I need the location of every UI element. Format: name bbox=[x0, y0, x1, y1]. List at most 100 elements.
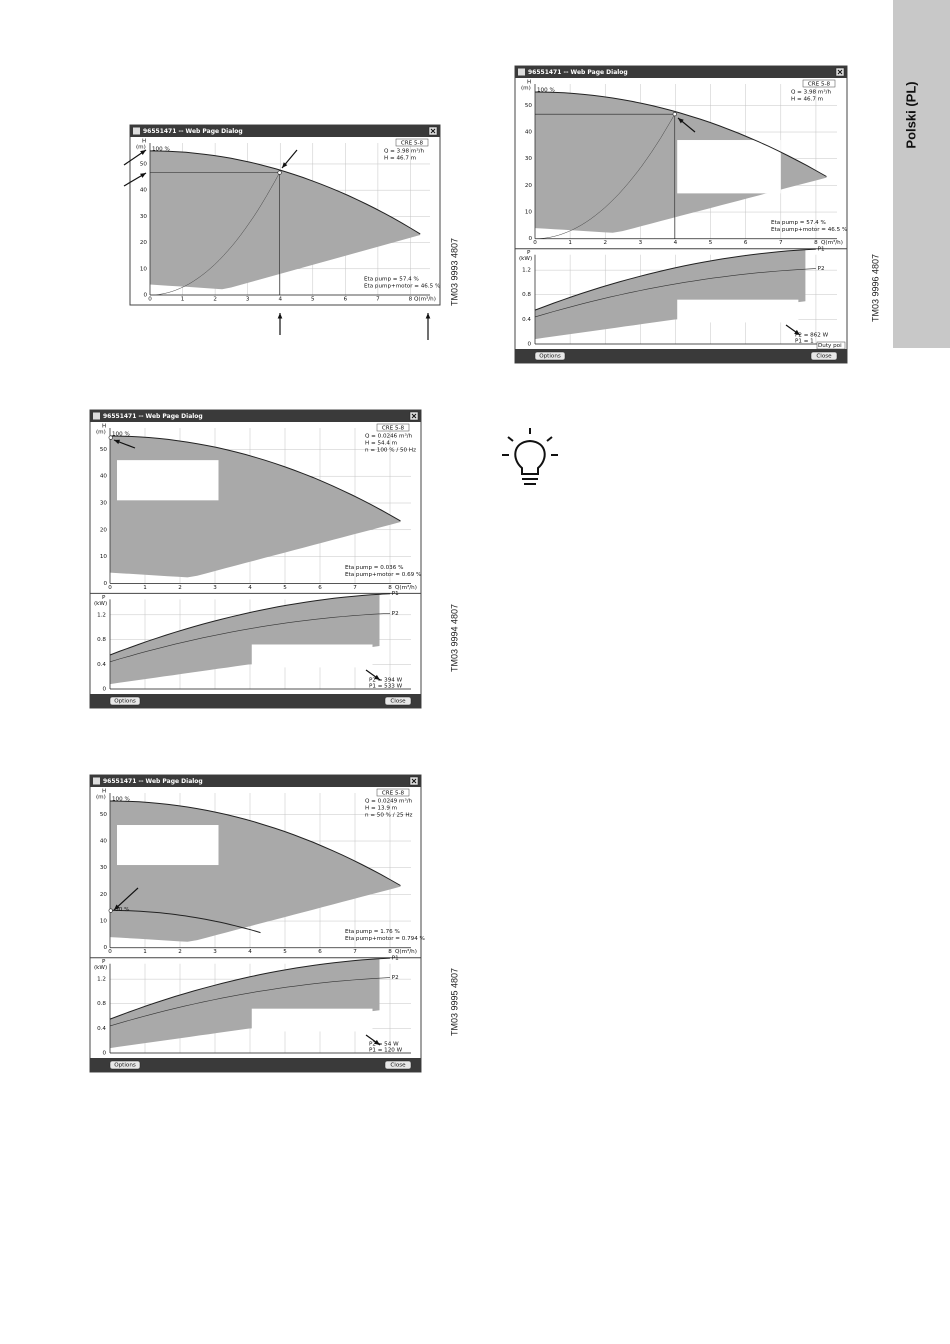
system-curve bbox=[534, 113, 676, 239]
series-label: P2 bbox=[818, 266, 825, 272]
max-curve bbox=[109, 435, 401, 522]
dialog-button[interactable] bbox=[384, 1060, 412, 1070]
p2-curve bbox=[534, 268, 816, 318]
q-tick-label: 5 bbox=[311, 297, 315, 303]
eta-line: Eta pump = 0.036 % bbox=[345, 565, 403, 571]
blank-box bbox=[677, 140, 781, 194]
p2-curve bbox=[109, 977, 391, 1027]
p-tick-label: 1.2 bbox=[522, 268, 531, 274]
h-tick-label: 50 bbox=[140, 161, 148, 167]
info-line: H = 46.7 m bbox=[384, 156, 416, 162]
q-tick-label: 5 bbox=[283, 585, 287, 591]
close-icon bbox=[430, 128, 436, 134]
button-label: Close bbox=[816, 354, 832, 360]
title-bar bbox=[130, 125, 440, 137]
arrow-head bbox=[114, 439, 120, 445]
q-tick-label: 3 bbox=[213, 585, 217, 591]
h-axis-label: H bbox=[102, 424, 106, 430]
q-tick-label: 7 bbox=[353, 585, 357, 591]
power-line: P1 = 533 W bbox=[369, 684, 403, 690]
title-bar bbox=[515, 66, 847, 78]
button-label: Close bbox=[390, 1063, 406, 1069]
p-tick-label: 0.8 bbox=[522, 292, 531, 298]
h-tick-label: 30 bbox=[100, 865, 108, 871]
power-line: P2 = 54 W bbox=[369, 1042, 399, 1048]
h-tick-label: 30 bbox=[525, 156, 533, 162]
title-bar bbox=[90, 410, 421, 422]
side-tab-label: Polski (PL) bbox=[903, 81, 918, 148]
dialog-button[interactable] bbox=[109, 1060, 141, 1070]
h-axis-unit: (m) bbox=[96, 795, 106, 801]
series-label: P2 bbox=[392, 975, 399, 981]
series-label: P1 bbox=[818, 247, 825, 253]
q-tick-label: 5 bbox=[709, 240, 713, 246]
speed-label: 100 % bbox=[112, 797, 130, 803]
q-tick-label: 0 bbox=[108, 949, 112, 955]
arrow-head bbox=[114, 904, 120, 910]
q-tick-label: 6 bbox=[318, 585, 322, 591]
p-tick-label: 0.8 bbox=[97, 637, 106, 643]
h-tick-label: 0 bbox=[103, 945, 107, 951]
h-tick-label: 30 bbox=[140, 214, 148, 220]
power-area bbox=[535, 249, 806, 340]
pump-box bbox=[802, 79, 836, 88]
info-line: H = 46.7 m bbox=[791, 97, 823, 103]
button-label: Options bbox=[539, 354, 561, 360]
p-tick-label: 0.8 bbox=[97, 1001, 106, 1007]
dialog-title: 96551471 -- Web Page Dialog bbox=[528, 69, 628, 76]
pump-box bbox=[376, 423, 410, 432]
duty-point bbox=[108, 908, 113, 913]
h-tick-label: 20 bbox=[100, 892, 108, 898]
button-label: Options bbox=[114, 699, 136, 705]
p-axis-unit: (kW) bbox=[94, 601, 107, 607]
h-tick-label: 50 bbox=[100, 812, 108, 818]
q-tick-label: 8 bbox=[409, 297, 413, 303]
info-line: Q = 0.0249 m³/h bbox=[365, 798, 413, 805]
info-line: H = 13.9 m bbox=[365, 806, 397, 812]
info-line: n = 100 % / 50 Hz bbox=[365, 448, 416, 454]
power-line: P2 = 862 W bbox=[795, 333, 829, 339]
dialog-button[interactable] bbox=[384, 696, 412, 706]
eta-line: Eta pump = 57.4 % bbox=[364, 277, 419, 283]
close-icon bbox=[837, 69, 843, 75]
arrow-head bbox=[277, 313, 283, 319]
h-tick-label: 0 bbox=[103, 581, 107, 587]
dialog-title: 96551471 -- Web Page Dialog bbox=[103, 778, 203, 785]
figure-code: TM03 9996 4807 bbox=[870, 254, 880, 322]
eta-line: Eta pump = 1.76 % bbox=[345, 929, 400, 935]
dialog-button[interactable] bbox=[810, 351, 838, 361]
p1-curve bbox=[109, 957, 391, 1020]
pump-label: CRE 5-8 bbox=[382, 425, 405, 431]
info-line: H = 54.4 m bbox=[365, 441, 397, 447]
dialog-button[interactable] bbox=[109, 696, 141, 706]
duty-point bbox=[108, 435, 113, 440]
p-tick-label: 0.4 bbox=[522, 317, 531, 323]
pump-label: CRE 5-8 bbox=[382, 790, 405, 796]
title-icon bbox=[518, 68, 525, 76]
q-tick-label: 4 bbox=[248, 585, 252, 591]
q-tick-label: 1 bbox=[143, 949, 147, 955]
blank-box bbox=[677, 299, 799, 323]
p-axis-label: P bbox=[102, 595, 106, 601]
side-tab bbox=[893, 0, 950, 348]
q-tick-label: 6 bbox=[744, 240, 748, 246]
q-tick-label: 1 bbox=[568, 240, 572, 246]
dialog-title: 96551471 -- Web Page Dialog bbox=[143, 128, 243, 135]
h-tick-label: 20 bbox=[100, 527, 108, 533]
q-tick-label: 8 bbox=[388, 585, 392, 591]
eta-line: Eta pump+motor = 46.5 % bbox=[771, 227, 847, 233]
arrow-head bbox=[374, 674, 380, 680]
dialog-button[interactable] bbox=[534, 351, 566, 361]
h-tick-label: 20 bbox=[140, 240, 148, 246]
eta-line: Eta pump+motor = 0.69 % bbox=[345, 572, 421, 578]
speed-label: 100 % bbox=[537, 88, 555, 94]
power-line: P1 = 120 W bbox=[369, 1048, 403, 1054]
q-tick-label: 2 bbox=[603, 240, 607, 246]
h-axis-label: H bbox=[142, 139, 146, 145]
p-tick-label: 1.2 bbox=[97, 977, 106, 983]
p-axis-unit: (kW) bbox=[94, 965, 107, 971]
figure-code: TM03 9993 4807 bbox=[449, 238, 459, 306]
h-axis-label: H bbox=[102, 789, 106, 795]
power-area bbox=[110, 594, 380, 685]
p-tick-label: 0 bbox=[527, 342, 531, 348]
